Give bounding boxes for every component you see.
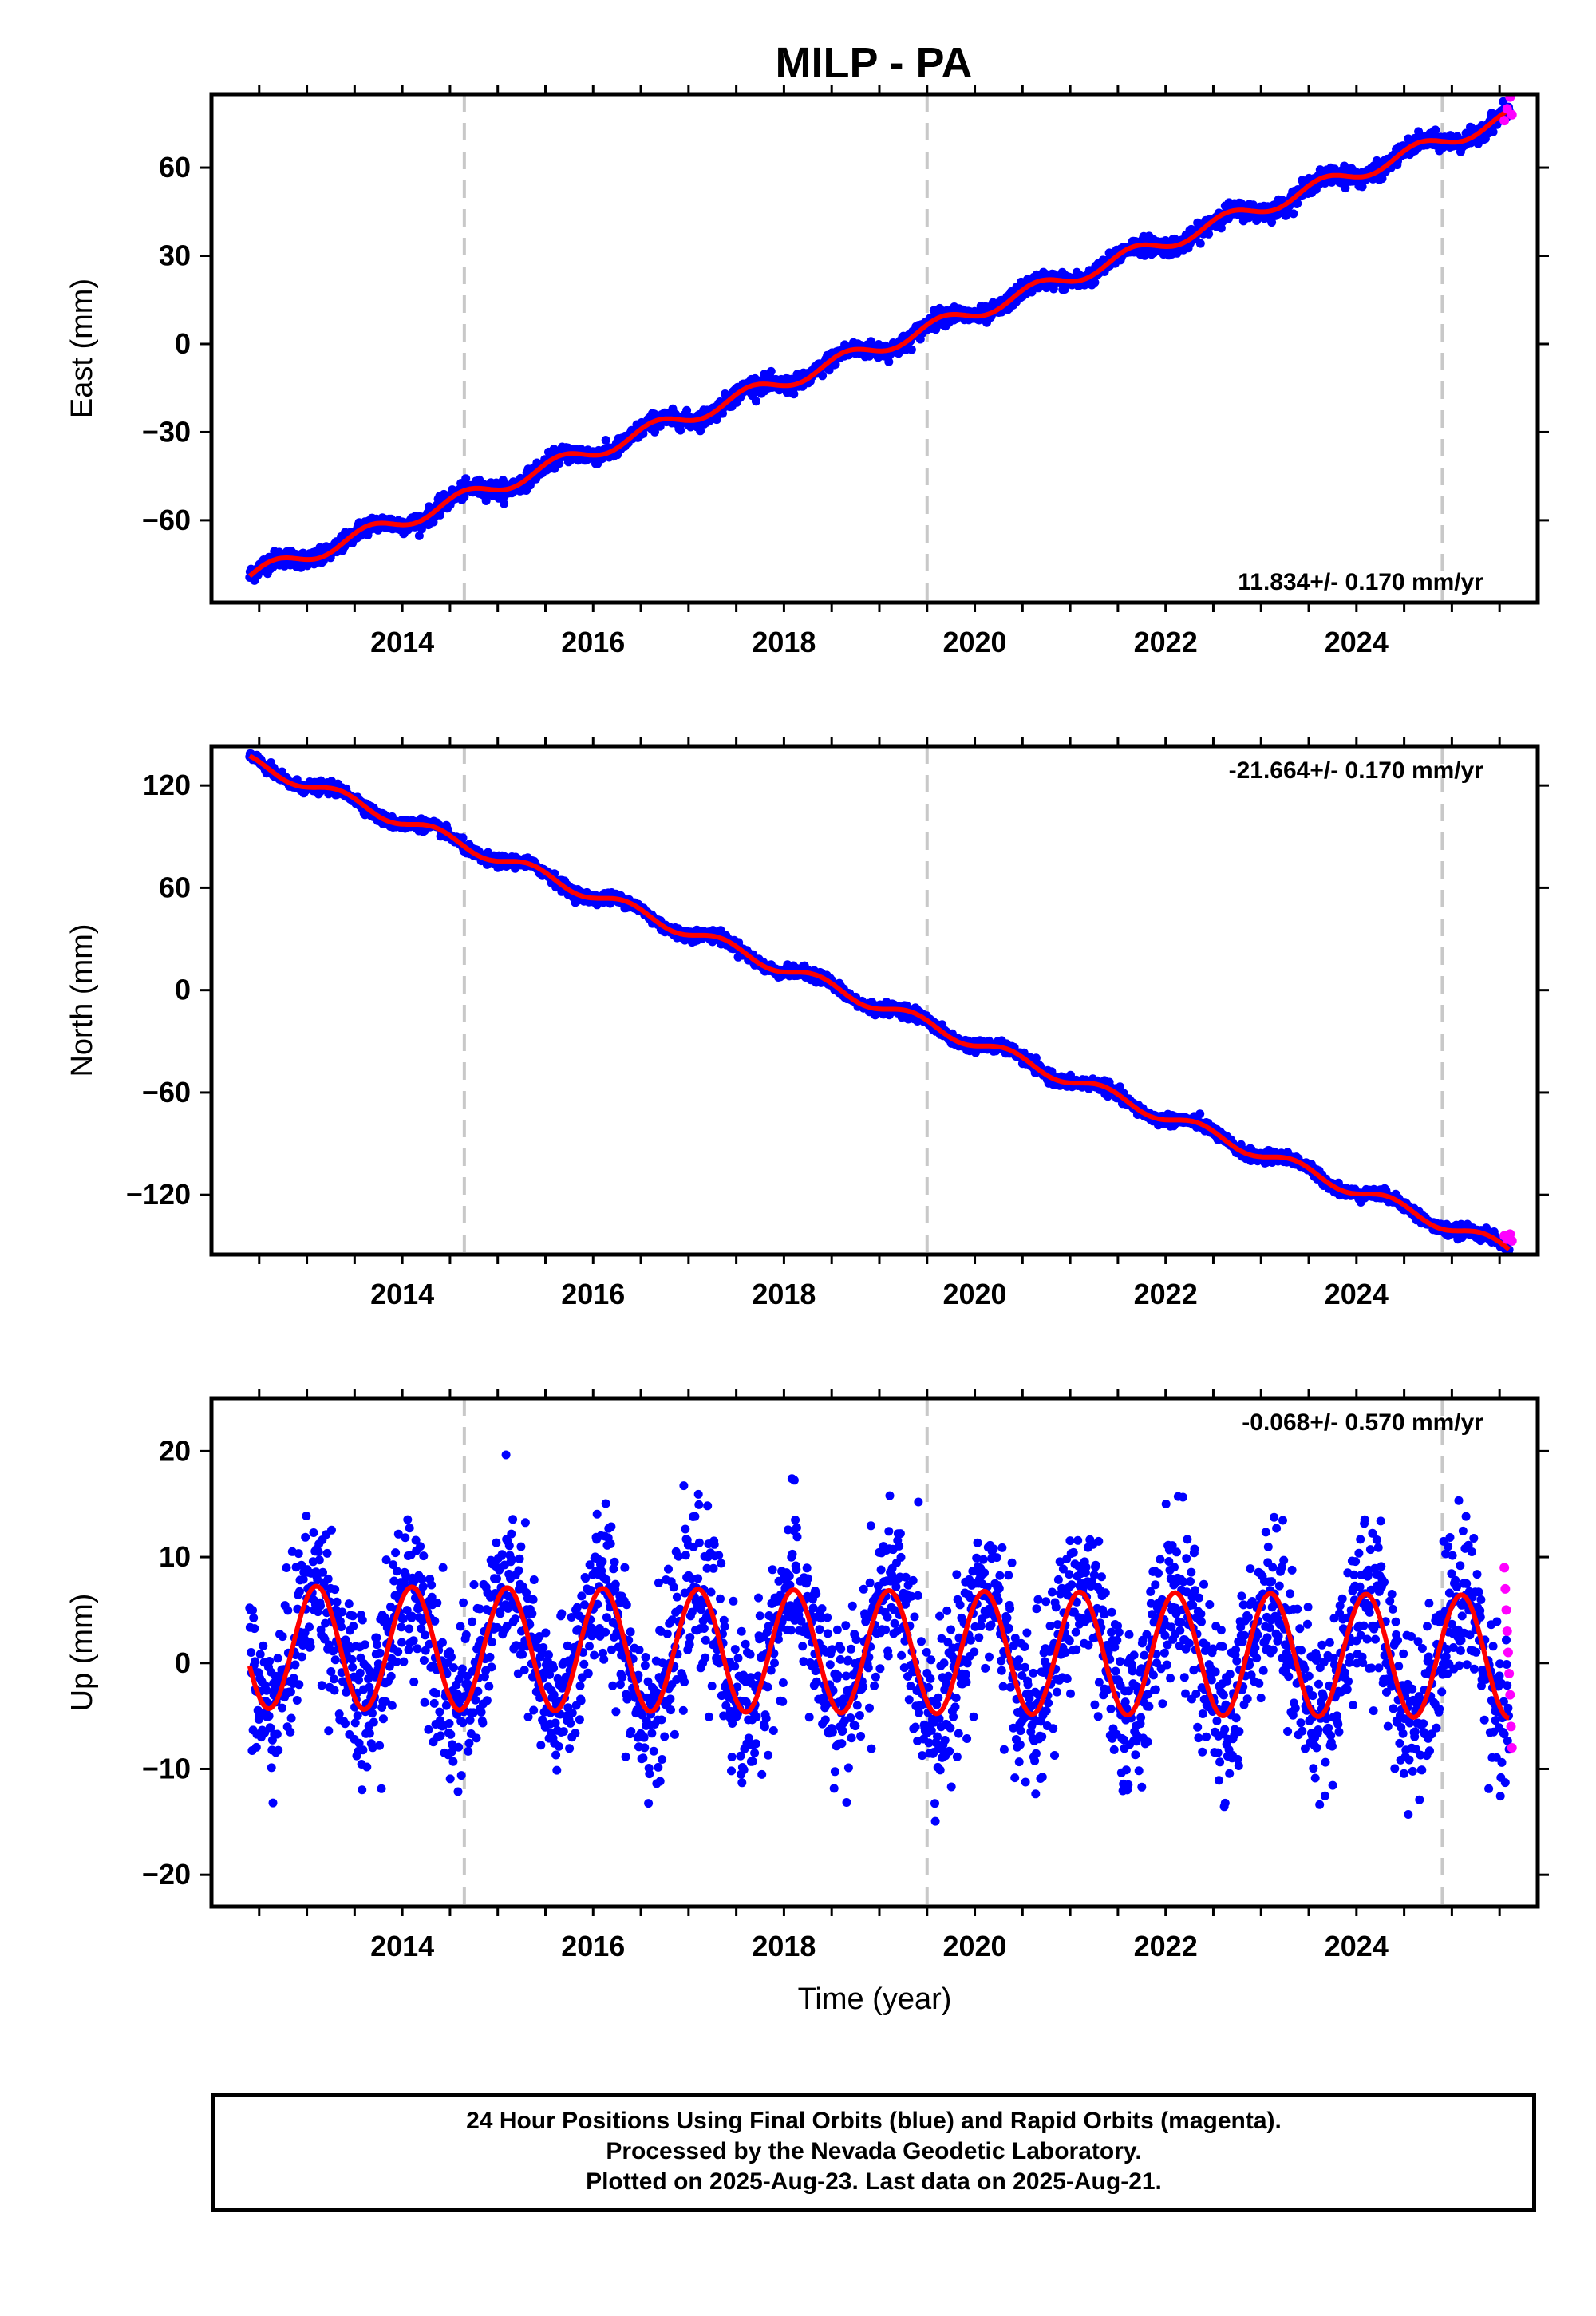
final-point [884,357,894,366]
final-point [907,345,916,354]
x-tick-label: 2020 [942,626,1006,658]
x-tick-label: 2018 [752,626,816,658]
y-tick-label: −60 [142,504,191,536]
x-tick-label: 2022 [1134,626,1198,658]
final-point [1499,97,1508,106]
final-point [461,474,471,484]
final-point [818,371,828,381]
x-tick-label: 2014 [370,626,434,658]
final-point [1340,161,1349,171]
rapid-orbit-points [1499,94,1517,126]
final-point [601,436,610,445]
final-point [458,833,468,843]
final-point [1204,229,1214,239]
chart-title: MILP - PA [775,39,973,87]
y-tick-label: 60 [159,151,191,184]
final-point [1341,184,1350,193]
model-fit-line [247,108,1511,579]
y-tick-label: 30 [159,239,191,272]
final-point [751,397,760,406]
final-point [766,366,776,376]
y-axis-label: East (mm) [65,279,99,418]
panel-1: −60 −30 0 30 60 2014 2016 2018 2020 2022 2024 East … [65,85,1549,658]
rapid-point [1499,116,1510,126]
panel-frame [209,92,1540,605]
x-tick-label: 2016 [561,626,625,658]
final-point [1195,239,1205,248]
plot-area [245,746,1517,1255]
final-point [1431,125,1440,135]
final-point [1195,1109,1205,1119]
final-point [414,531,424,540]
final-point [1267,218,1277,227]
final-point [1090,278,1100,287]
final-point [555,459,564,468]
final-point [1289,209,1298,219]
y-tick-label: 0 [175,327,191,360]
final-point [481,496,491,505]
final-point [500,499,509,508]
final-point [1216,223,1226,233]
final-point [436,510,444,520]
y-tick-label: −30 [142,415,191,448]
final-point [1357,182,1367,192]
final-point [676,425,685,435]
rate-annotation: 11.834+/- 0.170 mm/yr [1238,569,1483,595]
x-tick-label: 2024 [1325,626,1389,658]
rapid-point [1507,109,1517,120]
final-point [1488,127,1498,136]
plot-area [245,94,1517,603]
final-point [831,360,840,369]
final-point [789,389,799,399]
final-point [1377,174,1387,184]
final-point [1293,199,1302,208]
